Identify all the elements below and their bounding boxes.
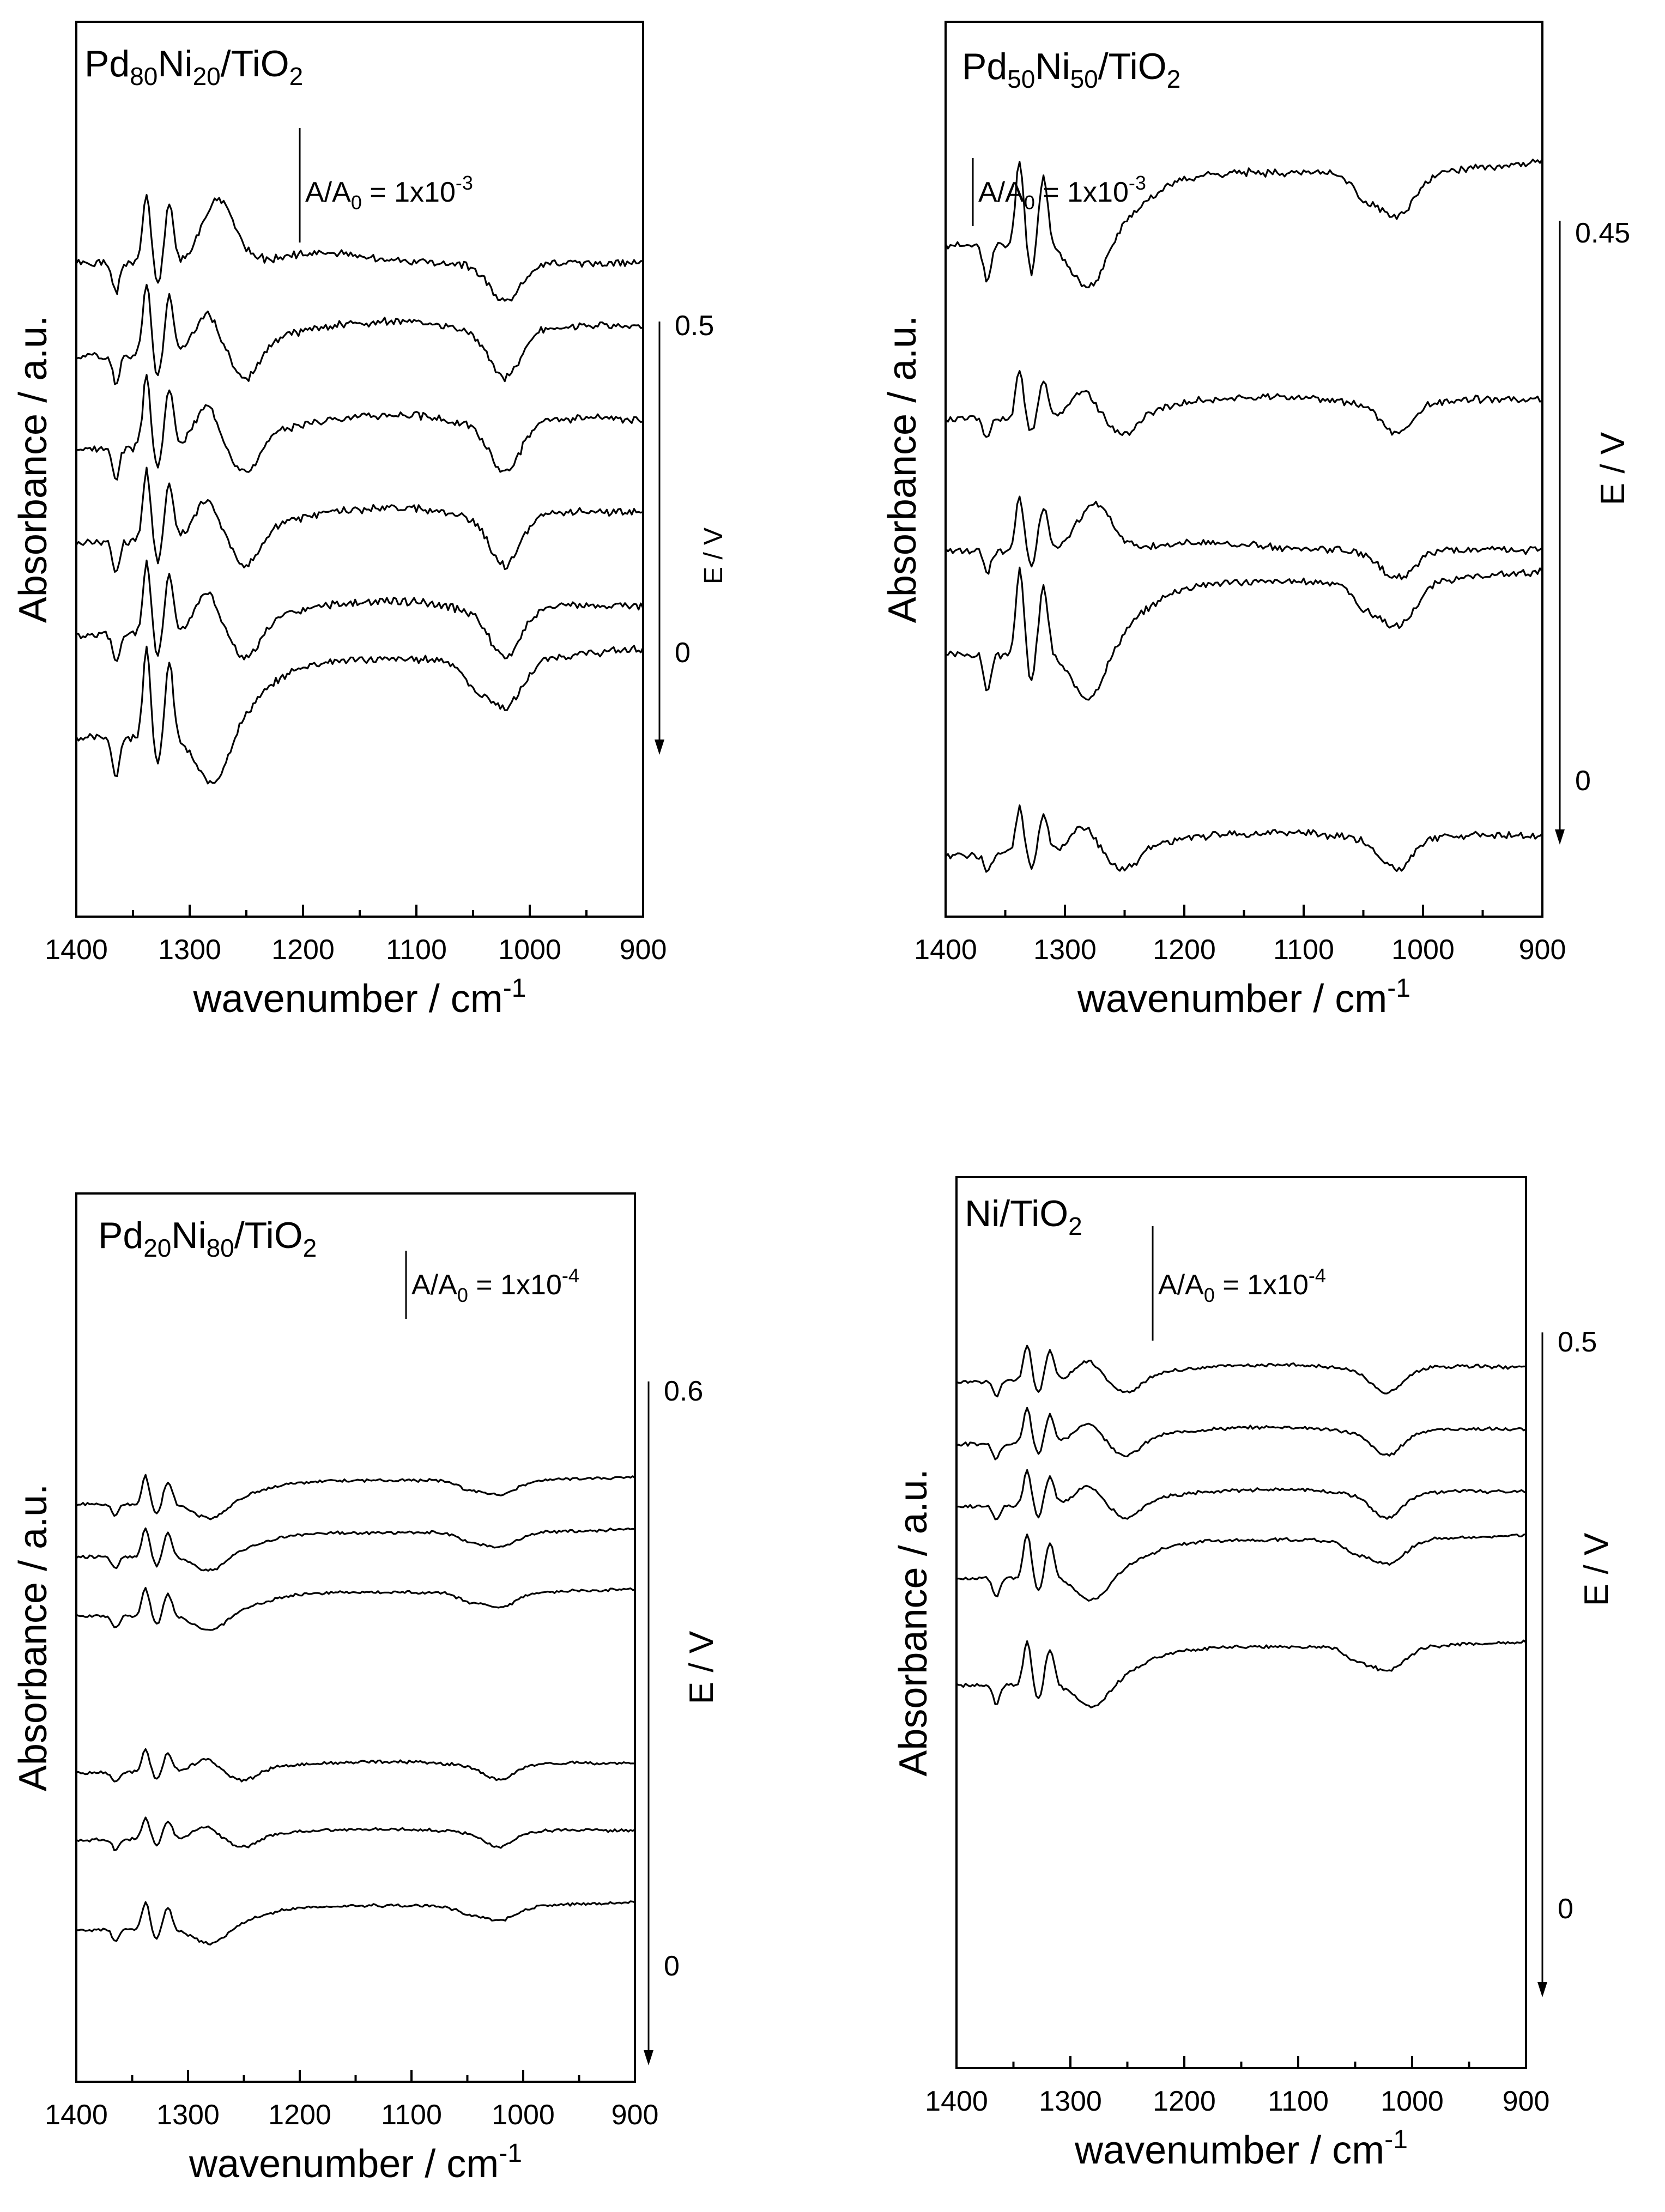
x-tick-label: 1300 (1033, 934, 1097, 966)
x-tick-label: 1300 (1039, 2086, 1102, 2117)
x-tick-label: 1400 (925, 2086, 988, 2117)
chart-panel-1: 1400 1300 1200 1100 1000 900 wavenumber / cm-1… (11, 21, 728, 1021)
series-line-2 (76, 1527, 635, 1572)
series-line-1 (76, 1474, 635, 1520)
plot-frame (75, 1192, 636, 2083)
series-line-5 (76, 559, 644, 662)
arrow-head-icon (1555, 829, 1565, 845)
x-tick-label: 1100 (386, 934, 447, 966)
series-line-3 (76, 1587, 635, 1631)
x-axis-label: wavenumber / cm-1 (189, 2139, 522, 2186)
potential-start-label: 0.5 (1558, 1326, 1597, 1358)
x-tick-label: 900 (1503, 2086, 1550, 2117)
series-line-3 (76, 374, 644, 481)
x-tick-label: 1100 (381, 2099, 442, 2131)
arrow-head-icon (655, 740, 664, 755)
potential-axis-label: E / V (1594, 432, 1632, 505)
series-line-4 (956, 1533, 1527, 1602)
x-tick-label: 1200 (1153, 2086, 1216, 2117)
x-tick-label: 1300 (158, 934, 221, 966)
chart-panel-2: 1400 1300 1200 1100 1000 900 wavenumber / cm-1… (881, 21, 1632, 1021)
series-line-2 (944, 370, 1543, 438)
series-line-1 (75, 193, 644, 302)
x-tick-label: 1000 (498, 934, 561, 966)
x-tick-label: 900 (611, 2099, 659, 2131)
scale-bar-label: A/A0 = 1x10-4 (411, 1264, 579, 1306)
x-tick-label: 1000 (492, 2099, 555, 2131)
potential-axis-label: E / V (683, 1631, 721, 1704)
plot-frame (944, 21, 1543, 918)
x-tick-label: 1200 (1153, 934, 1216, 966)
x-tick-label: 1200 (271, 934, 335, 966)
series-line-5 (944, 804, 1543, 873)
potential-end-label: 0 (675, 637, 691, 669)
y-axis-label: Absorbance / a.u. (892, 1469, 935, 1776)
potential-start-label: 0.5 (675, 310, 714, 342)
series-line-4 (76, 1748, 635, 1783)
x-tick-label: 1300 (156, 2099, 220, 2131)
panel-title: Pd80Ni20/TiO2 (84, 43, 303, 90)
potential-end-label: 0 (664, 1950, 680, 1982)
x-axis-label: wavenumber / cm-1 (1077, 974, 1410, 1021)
potential-axis-label: E / V (699, 528, 728, 584)
x-tick-label: 1000 (1381, 2086, 1444, 2117)
plot-frame (955, 1176, 1527, 2069)
y-axis-label: Absorbance / a.u. (11, 1484, 55, 1791)
potential-end-label: 0 (1575, 765, 1591, 797)
x-tick-label: 1400 (45, 2099, 108, 2131)
panel-title: Ni/TiO2 (965, 1193, 1082, 1240)
x-tick-label: 1400 (914, 934, 977, 966)
potential-axis-label: E / V (1578, 1532, 1615, 1606)
series-line-4 (945, 566, 1543, 701)
panel-title: Pd20Ni80/TiO2 (98, 1215, 317, 1262)
series-line-1 (944, 159, 1543, 288)
x-tick-label: 1000 (1391, 934, 1455, 966)
potential-end-label: 0 (1558, 1893, 1573, 1925)
scale-bar-label: A/A0 = 1x10-3 (978, 172, 1146, 214)
x-axis-label: wavenumber / cm-1 (193, 974, 526, 1021)
plot-frame (75, 21, 644, 918)
series-line-1 (956, 1344, 1527, 1398)
potential-start-label: 0.6 (664, 1375, 703, 1407)
x-tick-label: 1100 (1273, 934, 1334, 966)
y-axis-label: Absorbance / a.u. (881, 316, 924, 623)
x-tick-label: 1400 (45, 934, 108, 966)
series-line-4 (75, 466, 644, 573)
arrow-head-icon (644, 2050, 653, 2065)
series-line-3 (944, 495, 1543, 580)
series-line-3 (956, 1469, 1527, 1520)
y-axis-label: Absorbance / a.u. (11, 316, 55, 623)
scale-bar-label: A/A0 = 1x10-3 (305, 172, 473, 214)
x-tick-label: 900 (620, 934, 667, 966)
x-tick-label: 1200 (268, 2099, 331, 2131)
series-line-2 (76, 283, 644, 385)
arrow-head-icon (1537, 1982, 1547, 1997)
series-line-5 (956, 1639, 1527, 1708)
series-line-5 (76, 1816, 635, 1851)
x-tick-label: 1100 (1268, 2086, 1329, 2117)
series-line-2 (956, 1407, 1527, 1460)
chart-panel-4: 1400 1300 1200 1100 1000 900 wavenumber / cm-1… (892, 1176, 1615, 2172)
panel-title: Pd50Ni50/TiO2 (962, 46, 1180, 93)
series-line-6 (76, 1900, 635, 1946)
scale-bar-label: A/A0 = 1x10-4 (1158, 1264, 1326, 1306)
series-line-6 (75, 645, 644, 785)
potential-start-label: 0.45 (1575, 217, 1630, 249)
x-tick-label: 900 (1519, 934, 1566, 966)
chart-panel-3: 1400 1300 1200 1100 1000 900 wavenumber / cm-1… (11, 1192, 721, 2186)
x-axis-label: wavenumber / cm-1 (1074, 2125, 1408, 2172)
